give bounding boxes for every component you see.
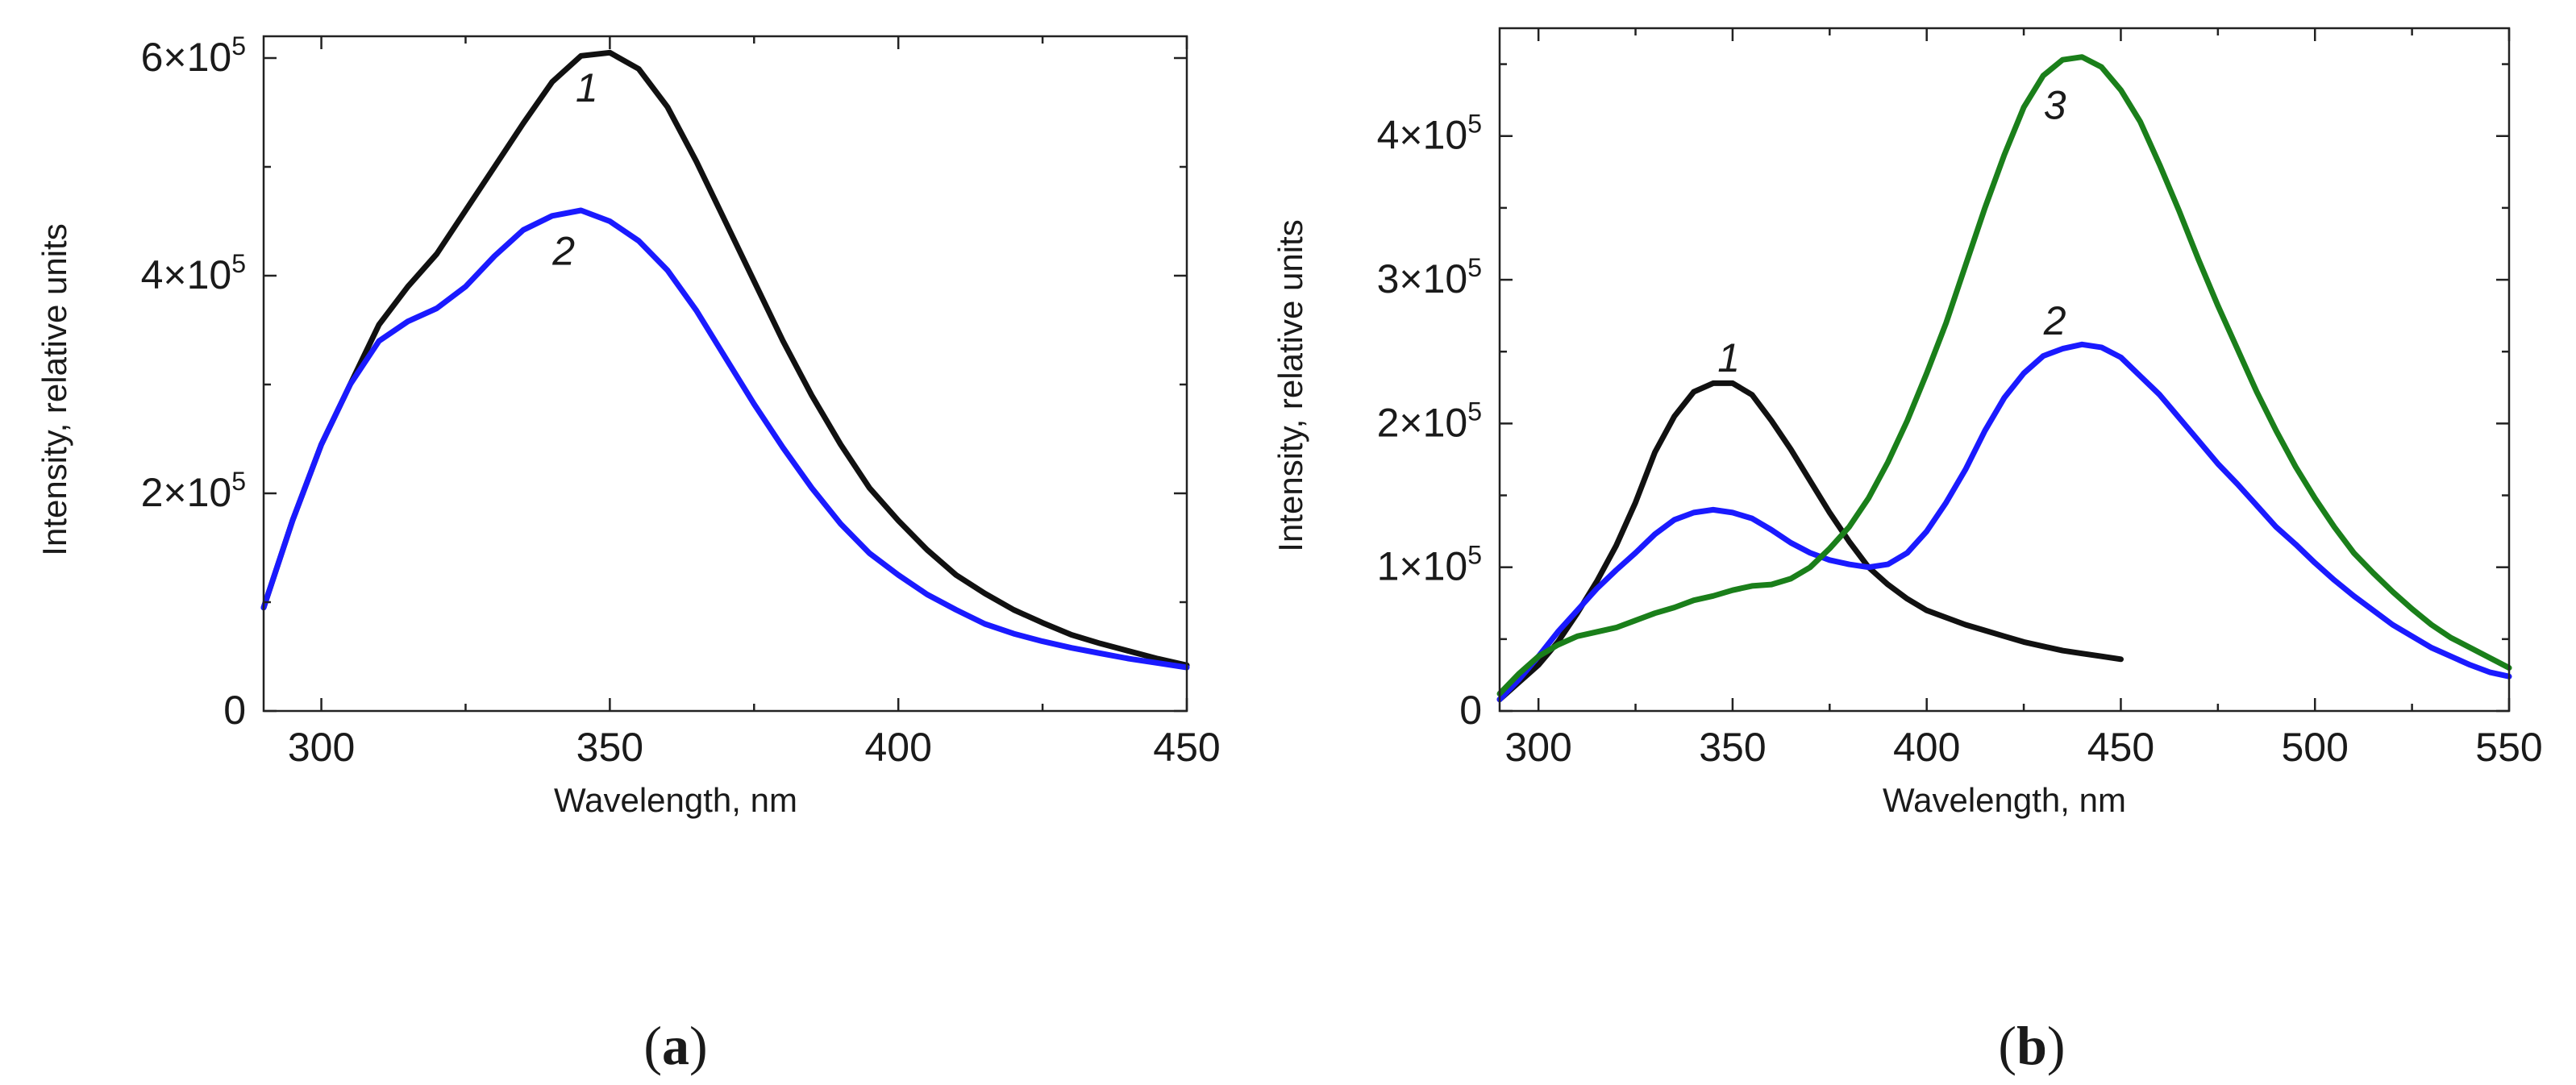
chart-b-x-axis-title: Wavelength, nm [1883, 781, 2126, 819]
chart-b-series-1-line [1496, 380, 2124, 703]
chart-b-x-tick-label: 300 [1504, 725, 1571, 770]
chart-a-x-tick-label: 400 [864, 725, 931, 770]
chart-b-series-2-label: 2 [2043, 298, 2066, 343]
chart-a: 300 350 400 450 0 2×105 4×105 6×105 Wavelength, … [35, 31, 1221, 1076]
chart-b-series-1-label: 1 [1717, 335, 1740, 380]
chart-b-x-tick-label: 350 [1699, 725, 1766, 770]
chart-b-y-tick-label: 1×105 [1377, 541, 1482, 589]
chart-a-series-1-label: 1 [576, 65, 598, 110]
chart-b-y-tick-label: 0 [1459, 688, 1482, 733]
chart-b-plot-frame [1498, 27, 2511, 713]
chart-a-series-2-line [260, 207, 1190, 671]
chart-b-y-tick-label: 3×105 [1377, 253, 1482, 301]
chart-b: 300 350 400 450 500 550 0 1×105 2×105 3×105 4×105 W… [1271, 27, 2543, 1076]
chart-b-y-tick-label: 2×105 [1377, 397, 1482, 445]
chart-b-panel-label: (b) [1998, 1015, 2065, 1076]
chart-a-x-tick-label: 350 [576, 725, 643, 770]
chart-a-series-1-line [260, 49, 1190, 668]
chart-a-y-tick-label: 2×105 [141, 467, 246, 515]
chart-a-panel-label: (a) [643, 1015, 707, 1076]
chart-a-x-tick-label: 300 [288, 725, 355, 770]
chart-b-x-tick-label: 550 [2475, 725, 2542, 770]
chart-a-x-axis-title: Wavelength, nm [554, 781, 797, 819]
chart-b-series-3-label: 3 [2044, 82, 2066, 127]
chart-b-x-tick-label: 500 [2282, 725, 2349, 770]
chart-a-series-2-label: 2 [551, 229, 575, 274]
chart-b-series-2-line [1496, 341, 2512, 703]
chart-a-y-tick-label: 0 [223, 688, 246, 733]
chart-a-y-axis-title: Intensity, relative units [35, 223, 73, 555]
chart-b-y-tick-label: 4×105 [1377, 110, 1482, 158]
chart-a-plot-frame [262, 35, 1188, 713]
chart-b-series-3-line [1496, 54, 2512, 697]
chart-b-x-tick-label: 450 [2087, 725, 2154, 770]
chart-a-x-tick-label: 450 [1153, 725, 1220, 770]
chart-a-y-tick-label: 6×105 [141, 31, 246, 80]
chart-a-y-tick-label: 4×105 [141, 249, 246, 297]
chart-b-x-tick-label: 400 [1893, 725, 1960, 770]
chart-b-y-axis-title: Intensity, relative units [1271, 219, 1309, 551]
